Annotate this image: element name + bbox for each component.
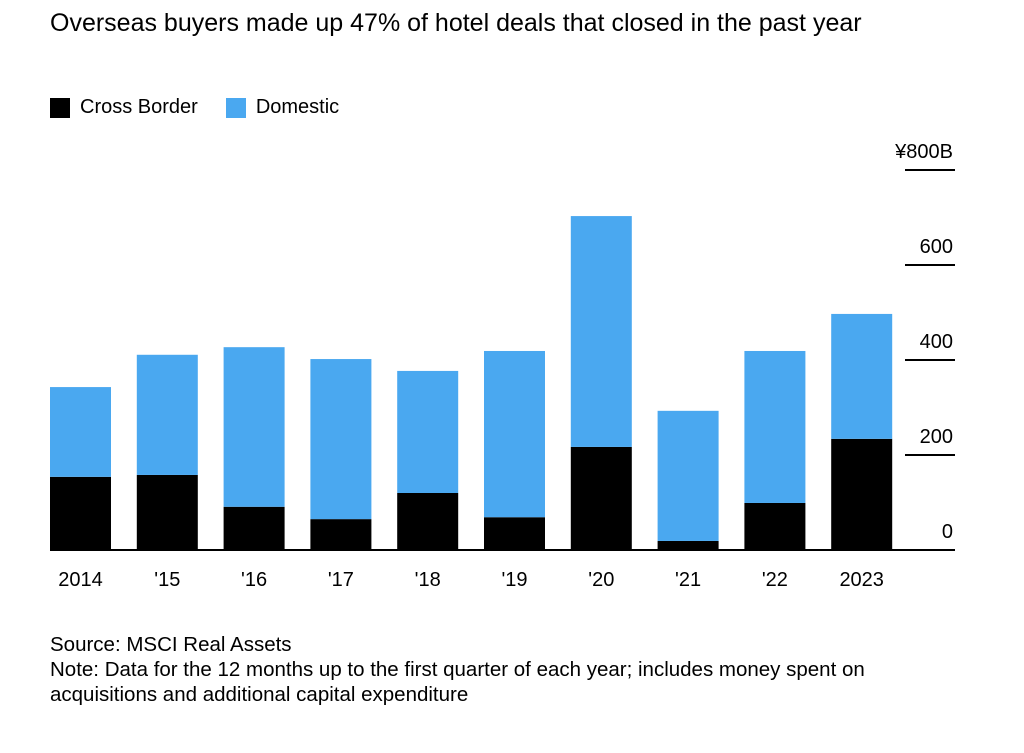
bar-cross-border — [223, 506, 285, 550]
bar-domestic — [570, 216, 632, 447]
footer: Source: MSCI Real Assets Note: Data for … — [50, 632, 970, 707]
x-tick-label: 2014 — [58, 569, 103, 591]
y-tick-label: 400 — [920, 331, 953, 353]
bar-domestic — [223, 347, 285, 507]
legend-item-domestic: Domestic — [225, 96, 340, 119]
x-tick-label: '22 — [762, 569, 788, 591]
x-tick-label: '18 — [415, 569, 441, 591]
y-tick-label: 600 — [920, 236, 953, 258]
bar-cross-border — [136, 474, 198, 550]
bar-domestic — [136, 354, 198, 475]
x-tick-label: '19 — [501, 569, 527, 591]
legend-label-domestic: Domestic — [255, 96, 340, 118]
chart-title: Overseas buyers made up 47% of hotel dea… — [50, 9, 862, 37]
bar-domestic — [744, 350, 806, 503]
x-tick-label: 2023 — [839, 569, 884, 591]
legend-swatch-cross-border — [50, 97, 70, 118]
x-tick-label: '17 — [328, 569, 354, 591]
bar-domestic — [831, 313, 893, 439]
y-tick-label: 200 — [920, 426, 953, 448]
bar-domestic — [50, 387, 111, 477]
bar-cross-border — [831, 438, 893, 550]
bar-cross-border — [657, 540, 719, 550]
bar-cross-border — [50, 476, 111, 550]
bar-cross-border — [744, 502, 806, 550]
bar-cross-border — [484, 517, 545, 550]
bar-domestic — [484, 350, 545, 518]
source-note: Source: MSCI Real Assets — [50, 633, 292, 656]
x-tick-label: '21 — [675, 569, 701, 591]
data-note: Note: Data for the 12 months up to the f… — [50, 658, 865, 706]
x-tick-label: '15 — [154, 569, 180, 591]
bar-domestic — [657, 410, 719, 541]
legend-label-cross-border: Cross Border — [80, 96, 198, 118]
bar-cross-border — [310, 519, 372, 550]
x-tick-label: '16 — [241, 569, 267, 591]
bar-domestic — [397, 370, 459, 493]
x-tick-label: '20 — [588, 569, 614, 591]
bar-domestic — [310, 359, 372, 520]
bar-cross-border — [397, 493, 459, 550]
y-tick-label: 0 — [942, 521, 953, 543]
y-tick-label: ¥800B — [894, 141, 953, 163]
legend-swatch-domestic — [225, 97, 246, 118]
bar-cross-border — [570, 446, 632, 550]
legend: Cross Border Domestic — [50, 96, 339, 119]
legend-item-cross-border: Cross Border — [50, 96, 198, 119]
